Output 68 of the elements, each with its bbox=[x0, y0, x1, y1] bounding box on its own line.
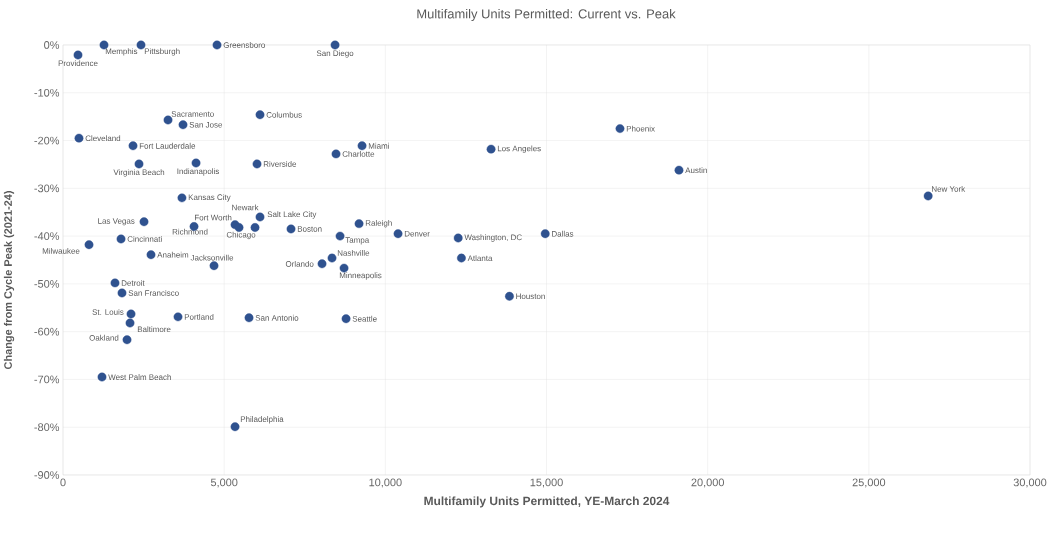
point bbox=[327, 253, 337, 263]
point bbox=[540, 229, 550, 239]
point bbox=[357, 141, 367, 151]
point bbox=[354, 219, 364, 229]
point bbox=[341, 314, 351, 324]
y-tick-label: -60% bbox=[34, 327, 60, 336]
point bbox=[335, 231, 345, 241]
y-tick-label: -50% bbox=[34, 280, 60, 288]
point bbox=[331, 149, 341, 159]
point bbox=[212, 40, 222, 50]
point bbox=[674, 165, 684, 175]
x-tick-label: 5,000 bbox=[210, 478, 238, 488]
point bbox=[453, 233, 463, 243]
point bbox=[122, 335, 132, 345]
point bbox=[163, 115, 173, 125]
point bbox=[286, 224, 296, 234]
x-tick-label: 0 bbox=[60, 478, 66, 487]
point bbox=[505, 291, 514, 301]
y-tick-label: -30% bbox=[34, 184, 60, 193]
point bbox=[244, 313, 254, 323]
point bbox=[330, 40, 340, 50]
point bbox=[146, 250, 156, 260]
y-tick-label: -80% bbox=[34, 423, 60, 432]
x-tick-label: 15,000 bbox=[530, 478, 563, 488]
x-tick-label: 30,000 bbox=[1013, 478, 1047, 488]
point bbox=[486, 144, 496, 154]
point bbox=[99, 40, 109, 50]
y-tick-label: -10% bbox=[34, 88, 60, 97]
point bbox=[117, 288, 127, 298]
point bbox=[74, 133, 84, 143]
point bbox=[126, 309, 136, 319]
point bbox=[110, 278, 120, 288]
point bbox=[317, 259, 327, 269]
point bbox=[173, 312, 183, 322]
y-tick-label: -90% bbox=[34, 471, 60, 479]
y-tick-label: -20% bbox=[34, 136, 60, 145]
y-tick-label: -40% bbox=[34, 232, 60, 240]
point bbox=[230, 422, 240, 432]
point bbox=[134, 159, 144, 169]
point bbox=[139, 217, 149, 227]
point bbox=[136, 40, 146, 50]
point bbox=[116, 234, 126, 244]
x-tick-label: 20,000 bbox=[691, 478, 724, 488]
point bbox=[252, 159, 262, 169]
point bbox=[178, 120, 188, 130]
point bbox=[255, 110, 265, 120]
y-axis-title: Change from Cycle Peak (2021-24) bbox=[3, 191, 15, 370]
point bbox=[84, 240, 94, 250]
y-tick-label: 0% bbox=[44, 41, 60, 49]
point bbox=[97, 372, 107, 382]
point bbox=[393, 229, 403, 239]
point bbox=[255, 212, 265, 222]
point bbox=[125, 318, 135, 328]
y-tick-label: -70% bbox=[34, 375, 60, 384]
point bbox=[73, 50, 83, 60]
point bbox=[209, 261, 219, 271]
point bbox=[250, 223, 260, 232]
point bbox=[615, 124, 625, 133]
point bbox=[339, 263, 349, 273]
point bbox=[128, 141, 138, 151]
point bbox=[191, 158, 201, 168]
point bbox=[457, 253, 466, 263]
chart-title: Multifamily Units Permitted: Current vs. Peak bbox=[417, 8, 676, 22]
point bbox=[923, 191, 933, 201]
point bbox=[177, 193, 187, 203]
x-tick-label: 25,000 bbox=[852, 478, 886, 488]
x-tick-label: 10,000 bbox=[369, 478, 402, 488]
x-axis-title: Multifamily Units Permitted, YE-March 2024 bbox=[424, 496, 670, 508]
